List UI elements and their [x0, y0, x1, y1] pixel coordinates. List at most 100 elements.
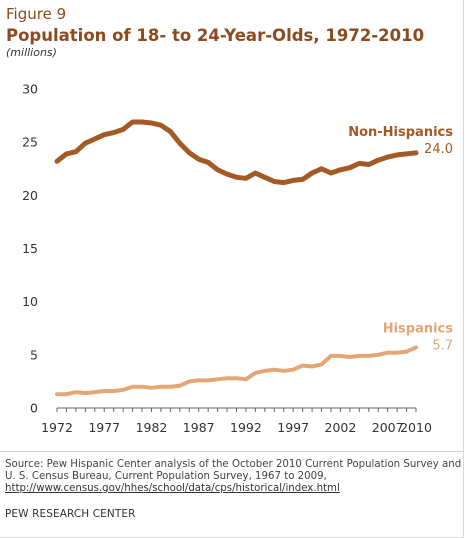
frame-right	[463, 0, 464, 538]
data-point	[368, 163, 370, 166]
data-point	[245, 177, 247, 179]
data-point	[131, 386, 134, 388]
data-point	[396, 154, 398, 156]
data-point	[283, 181, 285, 184]
series-line-hispanics	[55, 345, 418, 397]
series-label-non-hispanics: Non-Hispanics	[348, 125, 453, 140]
data-point	[377, 159, 379, 161]
x-tick-label: 1982	[136, 420, 168, 435]
data-point	[122, 128, 124, 131]
data-point	[283, 370, 285, 372]
data-point	[415, 346, 417, 348]
data-point	[358, 355, 360, 357]
data-point	[292, 369, 294, 371]
y-tick-label: 25	[22, 135, 38, 150]
data-point	[358, 162, 360, 165]
source-note: Source: Pew Hispanic Center analysis of …	[5, 459, 465, 495]
series-labels: Non-Hispanics 24.0 Hispanics 5.7	[348, 125, 453, 354]
data-point	[207, 379, 209, 381]
data-point	[311, 172, 313, 174]
end-value-label-non-hispanics: 24.0	[424, 142, 453, 157]
data-point	[150, 387, 153, 389]
end-value-label-hispanics: 5.7	[432, 338, 453, 353]
data-point	[320, 363, 323, 366]
data-point	[302, 364, 304, 367]
x-tick-label: 1997	[277, 420, 309, 435]
data-point	[84, 142, 86, 144]
y-tick-label: 0	[30, 401, 38, 416]
data-point	[141, 386, 143, 388]
y-tick-label: 10	[22, 294, 38, 309]
x-tick-label: 1992	[230, 420, 262, 435]
series-group	[54, 119, 419, 397]
data-point	[113, 131, 115, 134]
data-point	[56, 160, 58, 162]
data-point	[160, 124, 162, 126]
y-tick-label: 20	[22, 188, 38, 203]
figure-number: Figure 9	[6, 5, 67, 23]
data-point	[169, 386, 171, 388]
y-tick-label: 15	[22, 241, 38, 256]
data-point	[235, 377, 238, 379]
data-point	[387, 156, 389, 158]
source-link[interactable]: http://www.census.gov/hhes/school/data/c…	[5, 483, 340, 494]
organization-name: PEW RESEARCH CENTER	[5, 508, 136, 520]
x-tick-label: 2010	[400, 420, 432, 435]
data-point	[122, 389, 124, 391]
chart-title: Population of 18- to 24-Year-Olds, 1972-…	[6, 26, 425, 45]
data-point	[264, 370, 266, 372]
data-point	[339, 169, 342, 171]
data-point	[273, 180, 275, 183]
data-point	[377, 354, 379, 356]
data-point	[84, 392, 86, 394]
source-text: Source: Pew Hispanic Center analysis of …	[5, 459, 462, 482]
data-point	[198, 379, 200, 381]
x-tick-label: 2007	[372, 420, 404, 435]
series-label-hispanics: Hispanics	[383, 321, 454, 336]
data-point	[75, 151, 77, 153]
data-point	[56, 393, 58, 395]
data-point	[198, 158, 200, 160]
data-point	[311, 365, 313, 368]
data-point	[103, 134, 105, 136]
data-point	[387, 352, 389, 354]
data-point	[415, 152, 417, 154]
data-point	[368, 355, 370, 357]
data-point	[235, 176, 238, 178]
y-tick-label: 30	[22, 82, 38, 97]
data-point	[131, 121, 134, 123]
data-point	[160, 386, 162, 388]
data-point	[226, 377, 228, 379]
data-point	[302, 178, 304, 180]
data-point	[330, 172, 332, 174]
data-point	[349, 167, 351, 169]
data-point	[150, 122, 153, 124]
footer-divider	[0, 451, 463, 452]
data-point	[349, 356, 351, 358]
data-point	[217, 378, 219, 380]
x-tick-label: 1987	[183, 420, 215, 435]
data-point	[103, 390, 105, 392]
data-point	[94, 138, 96, 140]
data-point	[188, 380, 190, 383]
data-point	[141, 121, 143, 123]
data-point	[292, 179, 294, 182]
data-point	[396, 352, 398, 354]
data-point	[273, 369, 275, 371]
data-point	[405, 153, 408, 155]
data-point	[113, 390, 115, 392]
units-label: (millions)	[6, 46, 57, 59]
data-point	[254, 372, 256, 374]
data-point	[245, 378, 247, 380]
y-axis: 0 5 10 15 20 25 30	[22, 82, 38, 416]
data-point	[188, 152, 190, 154]
data-point	[179, 142, 181, 144]
data-point	[179, 385, 181, 387]
x-tick-label: 1977	[88, 420, 120, 435]
data-point	[94, 391, 96, 393]
data-point	[65, 153, 68, 155]
data-point	[217, 169, 219, 171]
